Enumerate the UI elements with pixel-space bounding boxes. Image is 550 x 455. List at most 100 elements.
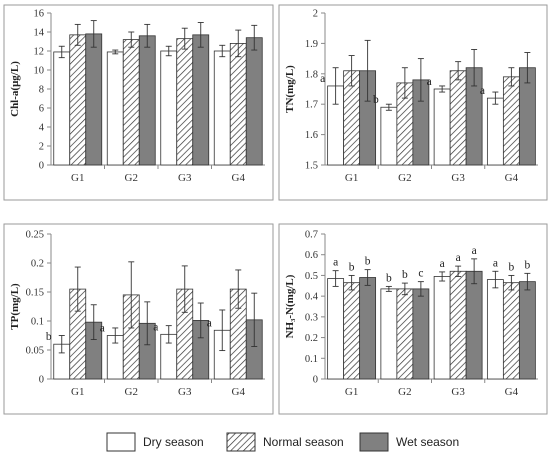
significance-letter: b [365, 256, 371, 268]
category-label: G4 [232, 386, 246, 398]
category-label: G4 [505, 386, 519, 398]
bar-nh3-n-g1-s0 [327, 278, 345, 380]
significance-letter: b [509, 261, 515, 273]
y-tick-label: 0.6 [305, 250, 318, 261]
bar-chl-a-g1-s2 [85, 33, 103, 166]
y-tick-label: 0.3 [305, 312, 318, 323]
bar-tn-g4-s1 [502, 76, 520, 166]
category-label: G3 [451, 172, 465, 184]
y-tick-label: 1.8 [305, 69, 318, 80]
bar-tn-g3-s0 [433, 88, 451, 166]
legend: Dry season Normal season Wet season [106, 432, 459, 452]
legend-label-wet: Wet season [396, 435, 459, 449]
bar-chl-a-g2-s0 [106, 51, 124, 166]
legend-swatch-wet [359, 432, 389, 452]
bar-nh3-n-g3-s2 [465, 270, 483, 380]
bar-chl-a-g1-s0 [53, 51, 71, 166]
y-tick-label: 4 [39, 123, 45, 134]
bar-chl-a-g1-s1 [69, 34, 87, 166]
y-tick-label: 2 [39, 142, 44, 153]
y-tick-label: 0.25 [26, 230, 44, 241]
chl-a-y-axis-label: Chl-a(μg/L) [9, 61, 21, 117]
significance-letter: a [153, 321, 158, 333]
bar-chl-a-g4-s0 [213, 50, 231, 166]
significance-letter: b [402, 269, 408, 281]
category-label: G1 [71, 172, 84, 184]
bar-nh3-n-g4-s1 [502, 282, 520, 380]
significance-letter: a [480, 85, 485, 97]
bar-tn-g2-s0 [380, 106, 398, 166]
tn-y-axis-label: TN(mg/L) [284, 65, 296, 113]
significance-letter: b [386, 272, 392, 284]
significance-letter: b [349, 261, 355, 273]
legend-swatch-normal [226, 432, 256, 452]
bar-nh3-n-g1-s2 [359, 277, 377, 380]
tp-y-axis-label: TP(mg/L) [9, 283, 21, 330]
significance-letter: a [100, 323, 105, 335]
bar-chl-a-g4-s2 [245, 37, 263, 166]
tp-panel: 0 0.05 0.1 0.15 0.2 0.25 TP(mg/L) G1 b G2 a G3 a G4 a [3, 223, 274, 415]
significance-letter: a [427, 76, 432, 88]
legend-label-dry: Dry season [143, 435, 204, 449]
legend-label-normal: Normal season [263, 435, 344, 449]
bar-nh3-n-g2-s0 [380, 288, 398, 380]
y-tick-label: 0 [39, 375, 44, 386]
y-tick-label: 0.7 [305, 230, 318, 241]
bar-chl-a-g2-s1 [122, 39, 140, 166]
category-label: G4 [505, 172, 519, 184]
category-label: G2 [398, 172, 411, 184]
significance-letter: a [333, 257, 338, 269]
tn-panel: 1.5 1.6 1.7 1.8 1.9 2 TN(mg/L) G1 a G2 b G3 a G4 a [278, 4, 548, 201]
bar-chl-a-g3-s2 [192, 34, 210, 166]
category-label: G2 [125, 172, 138, 184]
category-label: G1 [345, 172, 358, 184]
bar-nh3-n-g1-s1 [343, 282, 361, 380]
bar-chl-a-g3-s1 [176, 38, 194, 166]
bar-chl-a-g3-s0 [160, 50, 178, 166]
significance-letter: a [456, 252, 461, 264]
y-tick-label: 1.9 [305, 39, 318, 50]
significance-letter: b [525, 259, 531, 271]
category-label: G3 [451, 386, 465, 398]
y-tick-label: 0.2 [31, 259, 44, 270]
significance-letter: b [373, 94, 379, 106]
significance-letter: a [472, 245, 477, 257]
y-tick-label: 0.5 [305, 271, 318, 282]
bar-nh3-n-g3-s1 [449, 270, 467, 380]
y-tick-label: 10 [34, 66, 45, 77]
bar-nh3-n-g2-s2 [412, 288, 430, 380]
bar-nh3-n-g2-s1 [396, 288, 414, 380]
y-tick-label: 1.7 [305, 100, 318, 111]
significance-letter: a [320, 73, 325, 85]
significance-letter: c [418, 268, 423, 280]
category-label: G2 [398, 386, 411, 398]
significance-letter: b [46, 331, 52, 343]
y-tick-label: 0.4 [305, 292, 319, 303]
y-tick-label: 0.15 [26, 288, 44, 299]
y-tick-label: 0.05 [26, 346, 44, 357]
bar-chl-a-g2-s2 [138, 35, 156, 166]
y-tick-label: 0 [313, 375, 318, 386]
category-label: G1 [71, 386, 84, 398]
y-tick-label: 1.6 [305, 130, 318, 141]
y-tick-label: 16 [34, 9, 45, 20]
category-label: G2 [125, 386, 138, 398]
y-tick-label: 12 [34, 47, 45, 58]
y-tick-label: 0.1 [305, 354, 318, 365]
y-tick-label: 6 [39, 104, 44, 115]
chl-a-panel: 0 2 4 6 8 10 12 14 16 Chl-a(μg/L) G1 G2 G3 G4 [3, 4, 274, 201]
bar-nh3-n-g4-s0 [486, 279, 504, 380]
y-tick-label: 2 [313, 9, 318, 20]
legend-swatch-dry [106, 432, 136, 452]
y-tick-label: 8 [39, 85, 44, 96]
y-tick-label: 0 [39, 161, 44, 172]
significance-letter: a [207, 317, 212, 329]
nh3-n-y-axis-label: NH₃-N(mg/L) [284, 274, 296, 338]
category-label: G3 [178, 172, 192, 184]
bar-tn-g3-s1 [449, 70, 467, 166]
bar-nh3-n-g4-s2 [518, 281, 536, 380]
y-tick-label: 0.2 [305, 333, 318, 344]
y-tick-label: 1.5 [305, 161, 318, 172]
